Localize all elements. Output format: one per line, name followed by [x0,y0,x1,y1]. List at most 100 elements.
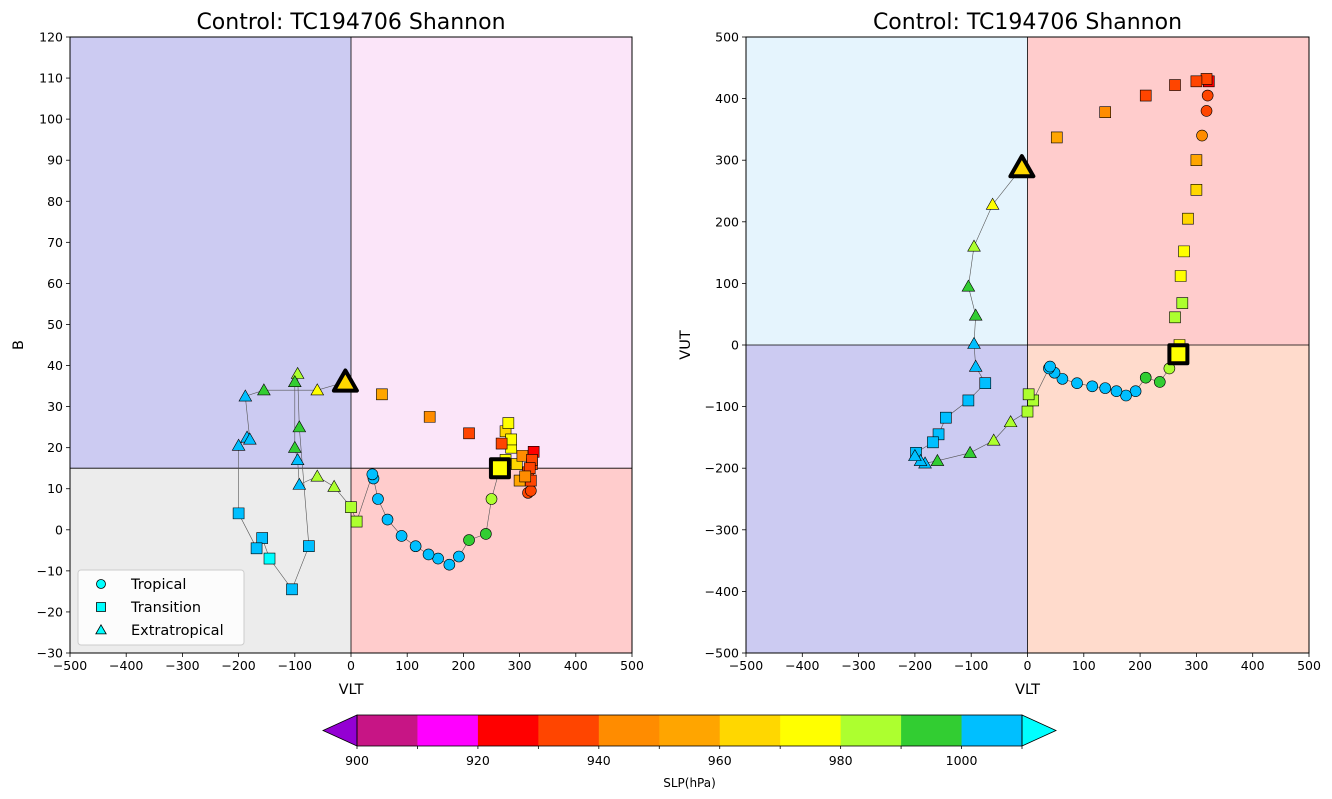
right-panel: −500 −400 −300 −200 −100 0 100 200 300 400 500 −500… [678,10,1321,698]
left-end-marker [331,368,359,393]
right-point-transition [1050,131,1063,144]
right-y-tick-label: −300 [705,522,739,537]
left-x-tick-label: 200 [451,658,475,673]
left-x-tick-label: −400 [109,658,143,673]
colorbar-frame [356,714,1023,747]
right-point-tropical [1110,385,1123,398]
right-x-tick-label: 200 [1128,658,1152,673]
right-quadrant-lower-left [746,345,1028,653]
left-y-tick-label: 30 [47,399,63,414]
left-panel: −500 −400 −300 −200 −100 0 100 200 300 400 500−30−… [11,10,644,698]
legend-marker-extratropical [95,624,107,635]
left-point-extratropical [310,383,325,396]
right-point-transition [962,394,975,407]
left-point-transition [495,437,508,450]
right-point-extratropical [986,433,1001,446]
colorbar-under-arrow [322,714,358,747]
left-y-tick-label: 0 [55,522,63,537]
left-point-tropical [409,540,422,553]
left-x-tick-label: 400 [564,658,588,673]
legend-marker-tropical [96,579,106,589]
right-x-tick-label: −500 [729,658,763,673]
right-point-tropical [1196,129,1208,142]
left-x-tick-label: −100 [278,658,312,673]
legend-label-transition: Transition [130,600,201,616]
left-point-extratropical [310,469,325,482]
left-x-tick-label: −200 [221,658,255,673]
right-point-extratropical [908,448,922,461]
left-y-tick-label: 110 [39,71,63,86]
right-point-transition [1176,297,1189,309]
right-chart-title: Control: TC194706 Shannon [873,10,1182,35]
left-y-tick-label: 10 [47,481,63,496]
left-y-tick-label: −10 [37,563,63,578]
left-quadrant-upper-right [351,37,632,469]
left-y-tick-label: 90 [47,153,63,168]
right-point-tropical [1086,380,1099,393]
legend-label-extratropical: Extratropical [131,623,224,639]
colorbar-over-arrow [1021,714,1057,747]
colorbar-tick-label: 900 [345,753,369,768]
left-y-axis-label: B [11,340,27,350]
right-point-transition [927,436,939,449]
right-point-tropical [1056,373,1069,385]
left-point-transition [250,542,263,555]
right-x-tick-label: 300 [1184,658,1208,673]
left-y-tick-label: 70 [47,235,63,250]
colorbar-label: SLP(hPa) [663,776,716,790]
right-x-tick-label: −200 [898,658,932,673]
right-background [746,37,1309,653]
colorbar-bin [538,715,600,746]
right-point-transition [1099,106,1111,118]
colorbar-bin [780,715,842,746]
left-y-tick-label: 80 [47,194,63,209]
right-point-tropical [1200,105,1213,117]
right-y-tick-label: −100 [705,399,739,414]
left-point-extratropical [287,375,302,388]
left-x-tick-label: −300 [165,658,199,673]
left-point-tropical [372,493,384,505]
right-point-extratropical [963,445,977,458]
legend: Tropical Transition Extratropical [77,569,245,646]
colorbar-tick-label: 980 [829,753,853,768]
left-point-tropical [525,484,537,497]
right-point-extratropical [930,453,945,466]
right-point-tropical [1120,389,1132,402]
left-y-tick-label: 120 [39,30,63,45]
right-y-tick-label: 0 [731,338,739,353]
left-point-transition [463,427,475,440]
right-x-tick-label: 400 [1241,658,1265,673]
right-point-tropical [1071,377,1083,389]
right-point-transition [979,377,992,389]
right-point-transition [940,411,952,424]
left-x-tick-label: 0 [347,658,355,673]
right-quadrant-upper-right [1027,37,1309,345]
left-point-transition [303,540,315,553]
right-y-tick-label: −500 [705,646,739,661]
left-chart-title: Control: TC194706 Shannon [196,10,505,35]
right-point-tropical [1154,376,1166,388]
right-point-extratropical [1003,415,1018,428]
right-point-transition [1200,73,1213,85]
colorbar-tick-label: 960 [708,753,732,768]
right-point-extratropical [967,336,981,349]
right-point-extratropical [968,359,983,372]
left-point-tropical [463,534,475,546]
left-point-extratropical [287,440,302,453]
legend-label-tropical: Tropical [130,577,186,593]
left-y-tick-label: 50 [47,317,63,332]
right-point-transition [1022,388,1035,401]
colorbar-bin [961,715,1023,746]
left-point-transition [376,388,388,401]
right-y-axis-label: VUT [678,330,694,360]
colorbar: 900 920 940 960 980 1000 SLP(hPa) [322,714,1057,790]
right-end-marker [1008,154,1036,179]
right-point-transition [1169,311,1181,324]
left-point-tropical [366,468,379,481]
right-point-transition [1190,75,1203,88]
right-point-tropical [1139,371,1152,384]
legend-box [77,569,245,646]
right-y-tick-label: −400 [705,584,739,599]
left-point-extratropical [257,383,271,396]
